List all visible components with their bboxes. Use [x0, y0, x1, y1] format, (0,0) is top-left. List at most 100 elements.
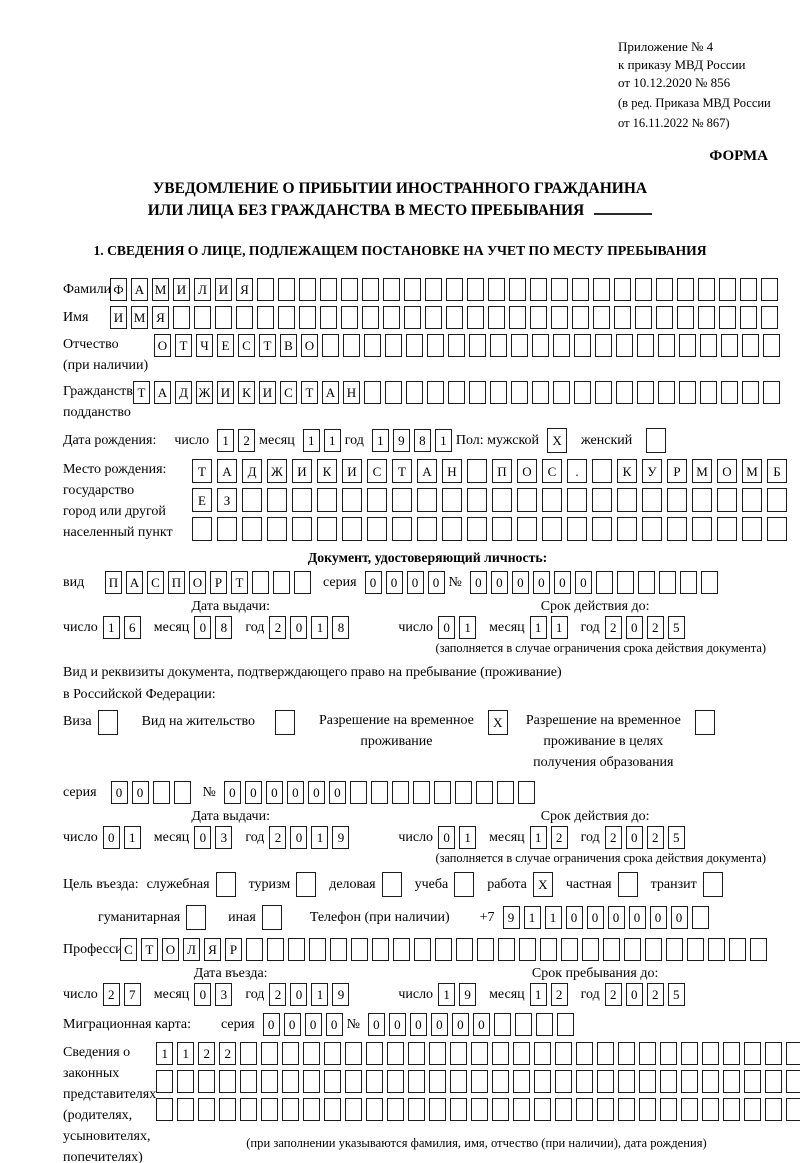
temp-permit-cell[interactable]: X	[487, 710, 508, 735]
representatives-cell[interactable]	[345, 1098, 363, 1121]
given-name-cell[interactable]	[215, 306, 232, 329]
birth-place-cell[interactable]	[442, 488, 462, 512]
birth-place-cell[interactable]: Е	[192, 488, 212, 512]
given-name-cell[interactable]	[467, 306, 484, 329]
patronymic-cell[interactable]	[574, 334, 591, 357]
profession-cell[interactable]	[498, 938, 515, 961]
surname-cell[interactable]	[677, 278, 694, 301]
patronymic-cell[interactable]: Е	[217, 334, 234, 357]
patronymic-cell[interactable]	[637, 334, 654, 357]
citizenship-cell[interactable]: А	[154, 381, 171, 404]
surname-cell[interactable]	[383, 278, 400, 301]
doc-type-cell[interactable]	[294, 571, 311, 594]
representatives-cell[interactable]	[660, 1070, 678, 1093]
mc-number-cell[interactable]: 0	[451, 1013, 469, 1036]
date-cell[interactable]: 3	[215, 983, 233, 1006]
given-name-cell[interactable]	[509, 306, 526, 329]
representatives-cell[interactable]: 2	[198, 1042, 216, 1065]
birth-place-cell[interactable]	[492, 488, 512, 512]
date-cell[interactable]: 0	[625, 983, 643, 1006]
citizenship-cell[interactable]	[490, 381, 507, 404]
permit-number-cell[interactable]	[412, 781, 430, 804]
date-cell[interactable]: 9	[332, 983, 350, 1006]
surname-cell[interactable]	[698, 278, 715, 301]
representatives-cell[interactable]	[366, 1098, 384, 1121]
representatives-cell[interactable]	[534, 1098, 552, 1121]
birth-place-cell[interactable]: Р	[667, 459, 687, 483]
patronymic-cell[interactable]: О	[301, 334, 318, 357]
phone-cell[interactable]: 0	[670, 906, 688, 929]
surname-cell[interactable]: Л	[194, 278, 211, 301]
profession-cell[interactable]	[708, 938, 725, 961]
surname-cell[interactable]	[656, 278, 673, 301]
representatives-cell[interactable]	[366, 1070, 384, 1093]
birth-place-cell[interactable]	[367, 488, 387, 512]
surname-cell[interactable]	[299, 278, 316, 301]
birth-place-cell[interactable]	[292, 488, 312, 512]
profession-cell[interactable]	[393, 938, 410, 961]
birth-place-cell[interactable]: О	[717, 459, 737, 483]
doc-number-cell[interactable]	[616, 571, 634, 594]
birth-place-cell[interactable]	[517, 517, 537, 541]
representatives-cell[interactable]	[387, 1070, 405, 1093]
citizenship-cell[interactable]	[763, 381, 780, 404]
representatives-cell[interactable]	[723, 1098, 741, 1121]
representatives-cell[interactable]	[450, 1070, 468, 1093]
permit-number-cell[interactable]: 0	[244, 781, 262, 804]
profession-cell[interactable]: Я	[204, 938, 221, 961]
birth-place-cell[interactable]: И	[292, 459, 312, 483]
birth-place-cell[interactable]	[342, 517, 362, 541]
representatives-cell[interactable]	[261, 1070, 279, 1093]
birth-place-cell[interactable]	[192, 517, 212, 541]
representatives-cell[interactable]	[555, 1098, 573, 1121]
given-name-cell[interactable]	[299, 306, 316, 329]
given-name-cell[interactable]	[236, 306, 253, 329]
representatives-cell[interactable]	[156, 1070, 174, 1093]
profession-cell[interactable]	[372, 938, 389, 961]
purpose-cell[interactable]: X	[532, 872, 553, 897]
mc-series-cell[interactable]: 0	[283, 1013, 301, 1036]
date-cell[interactable]: 2	[102, 983, 120, 1006]
profession-cell[interactable]	[624, 938, 641, 961]
profession-cell[interactable]	[351, 938, 368, 961]
doc-number-cell[interactable]: 0	[511, 571, 529, 594]
phone-cell[interactable]: 0	[586, 906, 604, 929]
representatives-cell[interactable]	[513, 1042, 531, 1065]
representatives-cell[interactable]	[639, 1070, 657, 1093]
purpose-cell[interactable]	[617, 872, 638, 897]
surname-cell[interactable]	[425, 278, 442, 301]
representatives-cell[interactable]	[723, 1042, 741, 1065]
citizenship-cell[interactable]: Ж	[196, 381, 213, 404]
birth-place-cell[interactable]	[742, 517, 762, 541]
patronymic-cell[interactable]	[700, 334, 717, 357]
representatives-cell[interactable]	[492, 1042, 510, 1065]
representatives-cell[interactable]	[219, 1070, 237, 1093]
phone-cell[interactable]	[691, 906, 709, 929]
given-name-cell[interactable]	[194, 306, 211, 329]
given-name-cell[interactable]	[446, 306, 463, 329]
date-cell[interactable]: 0	[194, 826, 212, 849]
representatives-cell[interactable]	[324, 1098, 342, 1121]
doc-type-cell[interactable]: С	[147, 571, 164, 594]
doc-series-cell[interactable]: 0	[406, 571, 424, 594]
birth-place-cell[interactable]	[292, 517, 312, 541]
birth-place-cell[interactable]: М	[742, 459, 762, 483]
given-name-cell[interactable]	[320, 306, 337, 329]
representatives-cell[interactable]	[597, 1042, 615, 1065]
patronymic-cell[interactable]	[385, 334, 402, 357]
patronymic-cell[interactable]: В	[280, 334, 297, 357]
birth-place-cell[interactable]	[217, 517, 237, 541]
visa-cell[interactable]	[97, 710, 118, 735]
representatives-cell[interactable]	[660, 1098, 678, 1121]
representatives-cell[interactable]	[282, 1042, 300, 1065]
patronymic-cell[interactable]: С	[238, 334, 255, 357]
profession-cell[interactable]: С	[120, 938, 137, 961]
patronymic-cell[interactable]: Т	[175, 334, 192, 357]
citizenship-cell[interactable]	[679, 381, 696, 404]
representatives-cell[interactable]	[303, 1042, 321, 1065]
doc-type-cell[interactable]: А	[126, 571, 143, 594]
given-name-cell[interactable]	[551, 306, 568, 329]
representatives-cell[interactable]	[429, 1042, 447, 1065]
birth-month-cell[interactable]: 1	[323, 429, 341, 452]
birth-place-cell[interactable]	[392, 517, 412, 541]
